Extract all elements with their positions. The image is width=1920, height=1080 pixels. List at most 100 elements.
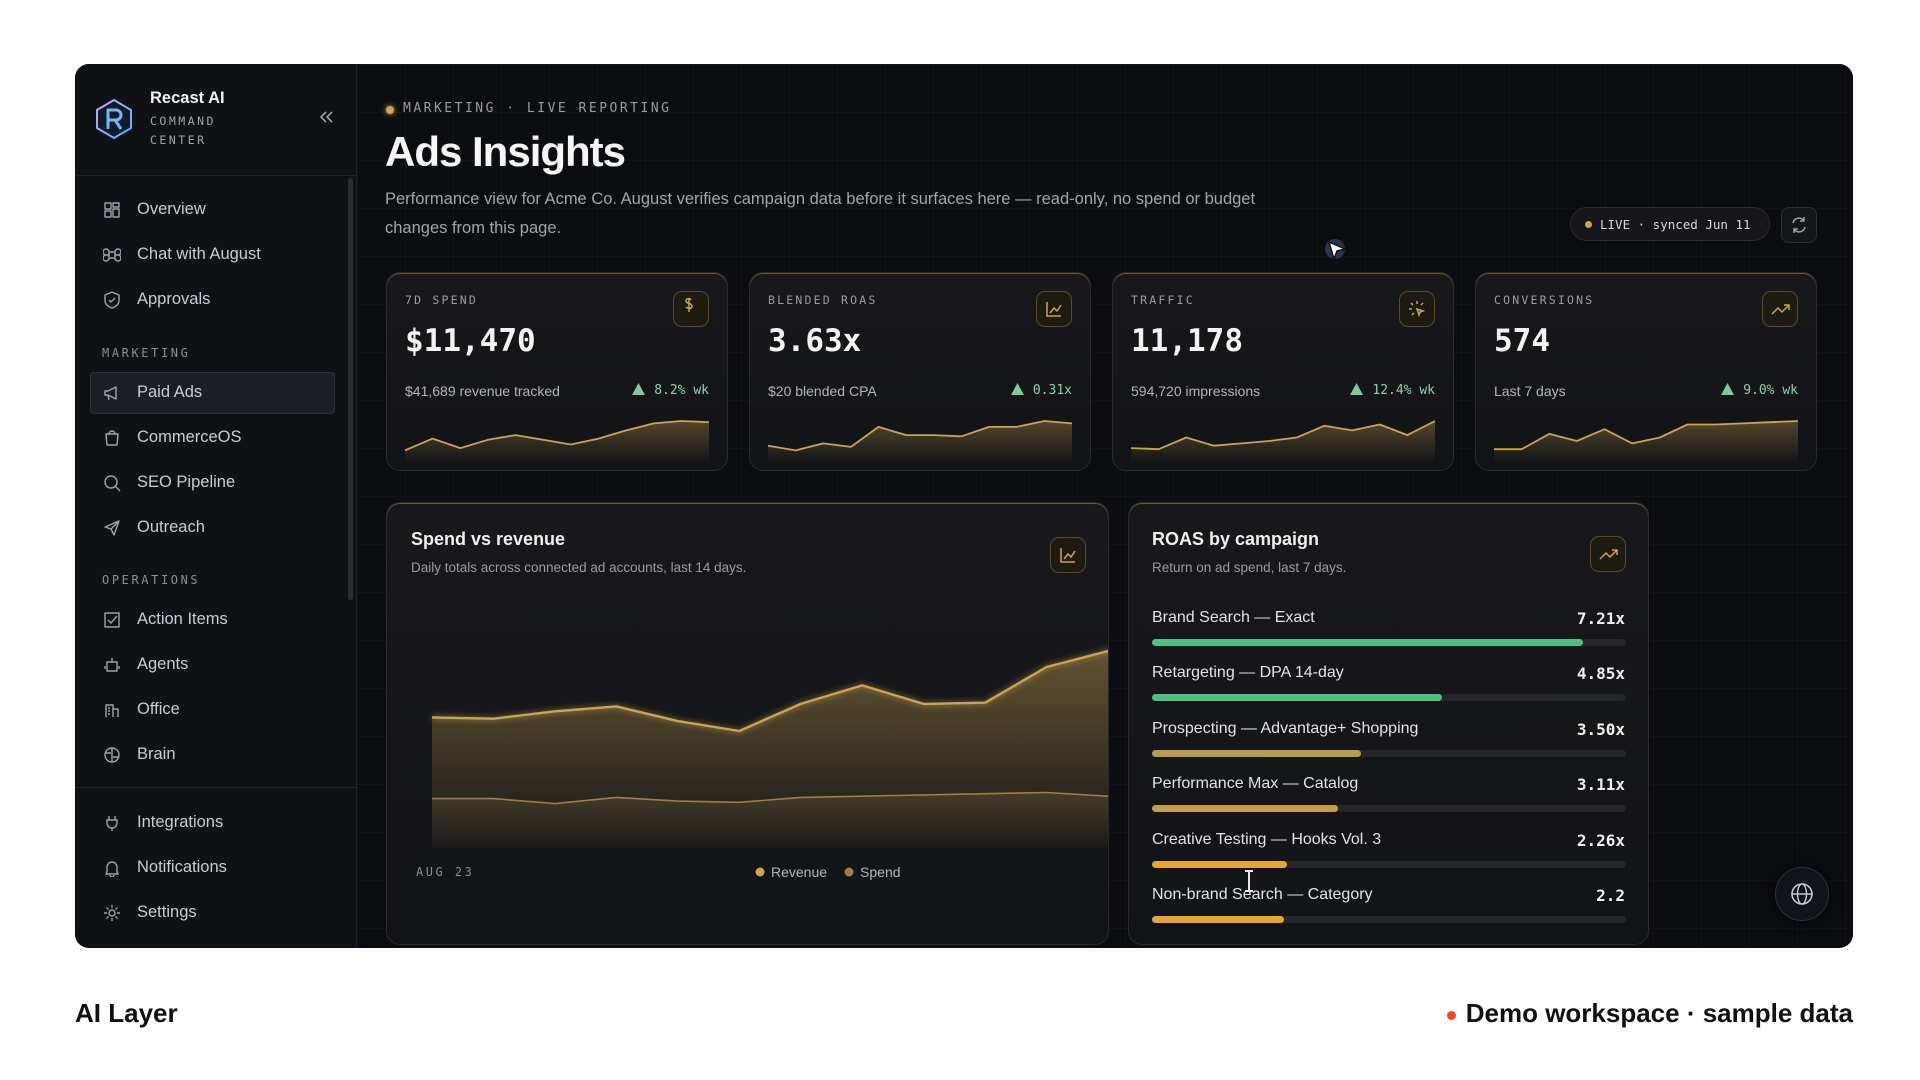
nav-item[interactable]: Outreach (137, 518, 205, 536)
nav-item[interactable]: Action Items (137, 610, 228, 628)
delta-arrow (1010, 383, 1024, 395)
nav-item[interactable]: Office (137, 700, 180, 718)
kpi-icon-button[interactable] (1036, 291, 1072, 327)
kpi-label: TRAFFIC (1131, 293, 1195, 307)
nav-icon (104, 202, 120, 218)
bar-track (1152, 749, 1626, 757)
trend-icon-button[interactable] (1590, 536, 1626, 572)
sparkline-line (1494, 420, 1798, 451)
sidebar: Recast AI COMMAND CENTER Overview Chat wi… (75, 64, 357, 948)
kpi-icon (685, 297, 693, 312)
nav-item[interactable]: Notifications (137, 858, 227, 876)
kpi-icon (1771, 304, 1790, 315)
nav-icon (104, 612, 120, 628)
campaign-name: Prospecting — Advantage+ Shopping (1152, 719, 1419, 737)
roas-bar (1152, 639, 1583, 646)
icon-shape (104, 202, 120, 218)
nav-icon (105, 430, 119, 446)
kpi-subtext: $41,689 revenue tracked (405, 383, 560, 399)
sparkline (405, 420, 709, 463)
card-title: ROAS by campaign (1152, 529, 1320, 549)
chart-icon (1060, 548, 1076, 563)
roas-bar (1152, 860, 1288, 868)
x-axis-label: AUG 23 (416, 865, 474, 879)
globe-button[interactable] (1775, 867, 1829, 921)
roas-value: 7.21x (1576, 609, 1625, 628)
kpi-value: 11,178 (1131, 323, 1243, 359)
roas-card: ROAS by campaign Return on ad spend, las… (1128, 502, 1649, 945)
icon-shape (105, 430, 119, 446)
spend-chart-card: Spend vs revenue Daily totals across con… (386, 502, 1109, 945)
trend-icon (1599, 549, 1618, 560)
page-title: Ads Insights (385, 128, 626, 175)
icon-shape (104, 475, 121, 492)
triangle (1350, 383, 1364, 395)
kpi-card: CONVERSIONS 574 Last 7 days 9.0% wk (1475, 272, 1817, 471)
collapse-button[interactable] (318, 109, 334, 125)
kpi-icon-button[interactable] (673, 291, 709, 327)
nav-item[interactable]: Overview (137, 200, 206, 218)
section-title: MARKETING (102, 346, 191, 360)
icon-shape (1771, 304, 1790, 315)
legend-label: Revenue (771, 864, 827, 880)
nav-icon (104, 386, 117, 401)
nav-item[interactable]: Approvals (137, 290, 211, 308)
delta-text: 0.31x (1032, 383, 1072, 398)
kpi-icon-button[interactable] (1762, 291, 1798, 327)
kpi-icon (1046, 302, 1062, 317)
campaign-name: Non-brand Search — Category (1152, 886, 1373, 903)
divider (75, 787, 356, 788)
campaign-name: Brand Search — Exact (1152, 609, 1315, 626)
refresh-button[interactable] (1781, 207, 1817, 243)
triangle (632, 383, 646, 395)
spend-chart: AUG 23TODAYRevenueSpend (416, 648, 1108, 880)
sparkline-line (405, 420, 709, 452)
sparkline (768, 420, 1072, 463)
nav-item[interactable]: Brain (137, 745, 176, 763)
nav-item[interactable]: Chat with August (137, 245, 261, 263)
nav-item[interactable]: Settings (137, 903, 197, 921)
brand-logo (96, 98, 132, 140)
delta-arrow (1721, 383, 1735, 395)
triangle (1010, 383, 1024, 395)
nav-item[interactable]: SEO Pipeline (137, 473, 236, 491)
kpi-value: 3.63x (768, 323, 862, 359)
campaign-name: Retargeting — DPA 14-day (1152, 664, 1344, 682)
icon-shape (104, 520, 120, 536)
nav-item[interactable]: Integrations (137, 813, 224, 831)
nav-icon (104, 475, 121, 492)
kpi-value: 574 (1494, 323, 1550, 359)
card-subtitle: Return on ad spend, last 7 days. (1152, 560, 1347, 575)
nav-item[interactable]: Paid Ads (137, 383, 203, 401)
kpi-delta: 9.0% wk (1721, 383, 1798, 398)
footer-left: AI Layer (75, 998, 178, 1028)
kpi-card: TRAFFIC 11,178 594,720 impressions 12.4% wk (1112, 272, 1454, 471)
main-content: MARKETING · LIVE REPORTING Ads Insights … (357, 64, 1853, 948)
scrollbar (348, 178, 353, 600)
roas-value: 2.2 (1596, 886, 1625, 905)
roas-bar (1152, 916, 1284, 923)
kpi-card: 7D SPEND $11,470 $41,689 revenue tracked 8.… (386, 272, 728, 471)
mouse-cursor (1325, 239, 1346, 260)
nav-item[interactable]: CommerceOS (137, 428, 242, 446)
icon-shape (104, 291, 120, 309)
legend-dot (844, 867, 854, 877)
sparkline-area (768, 421, 1072, 463)
sparkline-area (1131, 421, 1435, 463)
nav-icon (106, 816, 118, 831)
roas-bar (1152, 694, 1442, 702)
nav-icon (104, 747, 120, 763)
kpi-icon-button[interactable] (1399, 291, 1435, 327)
delta-text: 9.0% wk (1743, 383, 1798, 398)
icon-shape (104, 905, 120, 921)
delta-text: 12.4% wk (1372, 383, 1435, 398)
kpi-subtext: 594,720 impressions (1131, 383, 1261, 399)
roas-bar (1152, 749, 1362, 757)
nav-item[interactable]: Agents (137, 655, 189, 673)
footer-right: Demo workspace · sample data (1446, 998, 1853, 1029)
delta-text: 8.2% wk (654, 383, 709, 398)
chart-icon-button[interactable] (1050, 537, 1086, 573)
icon-shape (104, 386, 117, 401)
bar-track (1152, 916, 1626, 923)
